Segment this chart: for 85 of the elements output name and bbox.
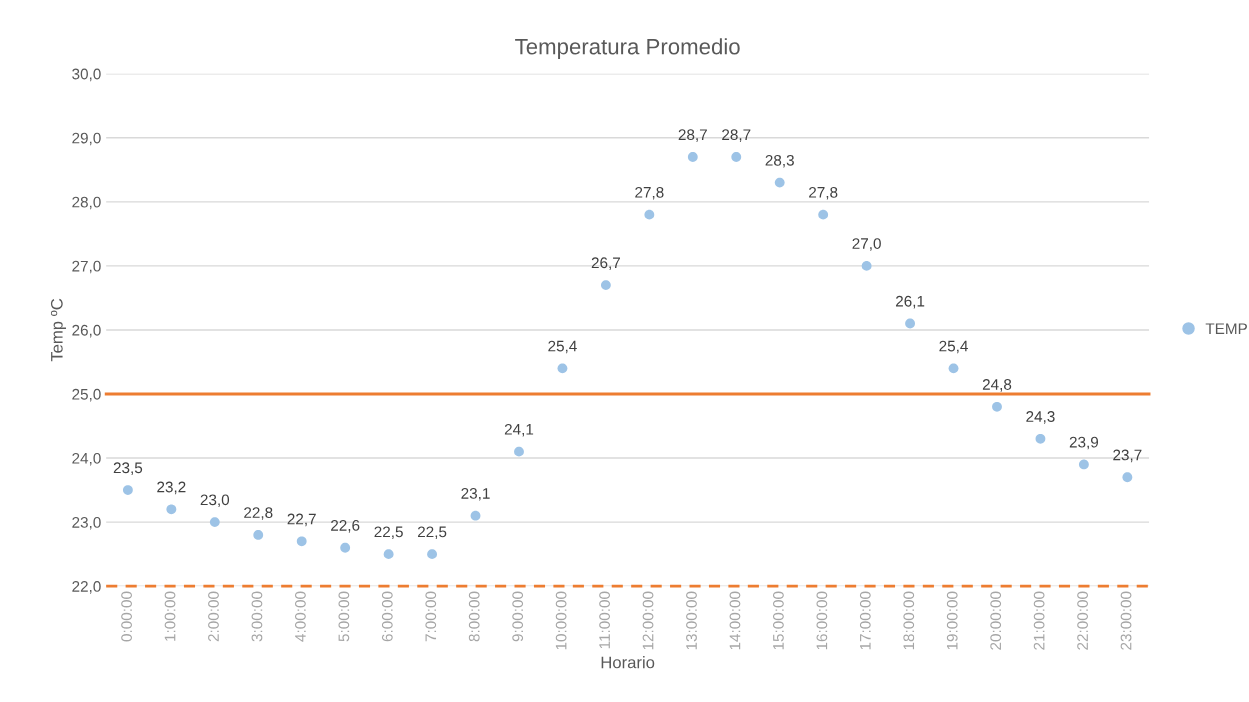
point: [470, 510, 481, 521]
x-tick-label: 4:00:00: [294, 591, 306, 642]
x-tick-label: 23:00:00: [1120, 591, 1132, 650]
y-tick-label: 25,0: [72, 388, 101, 402]
point: [644, 209, 655, 220]
point: [818, 209, 829, 220]
y-tick-label: 22,0: [72, 581, 101, 594]
data-label: 23,7: [1113, 449, 1142, 463]
x-tick-label: 7:00:00: [425, 591, 437, 642]
x-tick-label: 5:00:00: [338, 591, 350, 642]
point: [340, 542, 351, 553]
data-label: 28,7: [678, 129, 707, 142]
point: [1078, 459, 1089, 470]
point: [731, 152, 742, 162]
point: [427, 549, 437, 560]
point: [948, 363, 959, 374]
point: [905, 318, 915, 329]
chart-title: Temperatura Promedio: [515, 38, 740, 59]
data-label: 25,4: [939, 340, 968, 354]
x-tick-label: 13:00:00: [686, 591, 697, 650]
x-tick-label: 1:00:00: [164, 591, 176, 641]
data-label: 24,1: [504, 423, 534, 437]
point: [166, 504, 177, 515]
y-tick-label: 29,0: [72, 132, 101, 146]
x-tick-label: 19:00:00: [946, 591, 958, 650]
data-label: 27,0: [852, 238, 881, 251]
y-tick-label: 27,0: [72, 260, 101, 274]
point: [600, 280, 611, 291]
x-tick-label: 8:00:00: [468, 591, 480, 642]
point: [122, 485, 133, 495]
data-label: 28,7: [722, 129, 751, 142]
x-tick-label: 15:00:00: [773, 591, 784, 650]
data-label: 23,1: [461, 487, 490, 501]
data-label: 22,8: [244, 507, 273, 520]
x-tick-label: 3:00:00: [251, 591, 263, 642]
point: [992, 401, 1002, 412]
data-label: 25,4: [548, 340, 577, 354]
y-tick-label: 26,0: [72, 324, 101, 338]
point: [774, 177, 785, 188]
point: [383, 549, 394, 560]
x-tick-label: 9:00:00: [512, 591, 524, 642]
x-axis-title: Horario: [601, 656, 655, 669]
x-tick-label: 22:00:00: [1077, 591, 1088, 650]
data-label: 23,2: [157, 481, 186, 495]
data-label: 22,5: [374, 526, 403, 540]
legend-label: TEMP: [1205, 323, 1247, 334]
data-label: 22,5: [417, 526, 447, 540]
y-tick-label: 30,0: [72, 68, 101, 82]
x-tick-label: 18:00:00: [903, 591, 915, 650]
x-tick-label: 6:00:00: [381, 591, 393, 642]
data-label: 26,7: [591, 257, 620, 270]
data-label: 28,3: [765, 154, 794, 168]
x-tick-label: 0:00:00: [121, 591, 132, 642]
point: [1122, 472, 1133, 483]
x-tick-label: 17:00:00: [859, 591, 871, 650]
data-label: 27,8: [635, 186, 664, 200]
data-label: 23,5: [113, 462, 143, 475]
point: [861, 260, 872, 271]
y-axis-title: Temp ºC: [50, 298, 67, 362]
data-label: 26,1: [895, 295, 925, 309]
point: [209, 517, 220, 528]
x-tick-label: 10:00:00: [555, 591, 567, 650]
data-label: 24,3: [1026, 411, 1055, 424]
point: [1035, 433, 1046, 444]
x-tick-label: 21:00:00: [1033, 591, 1045, 650]
point: [514, 446, 524, 457]
x-tick-label: 16:00:00: [816, 591, 828, 650]
point: [296, 536, 307, 547]
point: [557, 363, 568, 374]
data-label: 23,9: [1069, 436, 1099, 450]
y-tick-label: 23,0: [72, 516, 101, 530]
point: [253, 530, 264, 540]
x-tick-label: 12:00:00: [642, 591, 654, 650]
x-tick-label: 14:00:00: [729, 591, 741, 650]
data-label: 24,8: [982, 379, 1012, 392]
x-tick-label: 20:00:00: [990, 591, 1002, 650]
y-tick-label: 24,0: [72, 452, 101, 466]
data-label: 27,8: [809, 186, 838, 200]
point: [687, 152, 698, 162]
x-tick-label: 2:00:00: [208, 591, 219, 642]
data-label: 23,0: [200, 494, 230, 508]
data-label: 22,7: [287, 513, 316, 527]
data-label: 22,6: [331, 520, 360, 533]
x-tick-label: 11:00:00: [599, 591, 610, 649]
y-tick-label: 28,0: [72, 196, 101, 210]
